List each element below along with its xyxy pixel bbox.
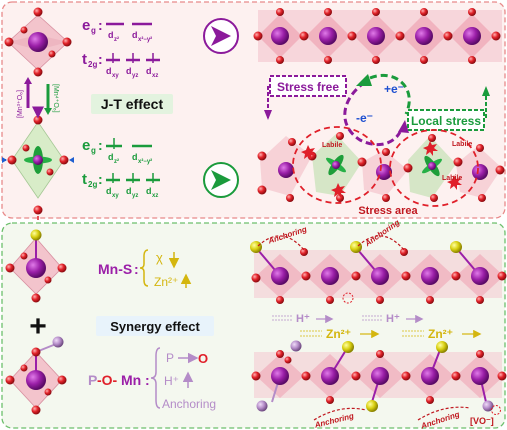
t2g-label: t bbox=[82, 51, 87, 68]
chevron-right-icon-purple bbox=[203, 18, 239, 54]
orbital-dxy: d bbox=[106, 66, 112, 76]
mn-s-octahedron bbox=[5, 229, 67, 303]
mn4-o6-label: [Mn⁴⁺O₆] bbox=[52, 84, 59, 113]
orbital-dyz: d bbox=[126, 66, 132, 76]
jt-effect-label: J-T effect bbox=[101, 96, 164, 112]
orbital-dxy-sub-mn3: xy bbox=[112, 193, 119, 199]
chevron-right-icon-green bbox=[203, 162, 239, 198]
orbital-dz2-sub-mn3: z² bbox=[114, 158, 119, 165]
local-stress-label: Local stress bbox=[411, 114, 481, 128]
h-plus-flow-1: H⁺ bbox=[296, 313, 310, 325]
cycle-diagram: Stress free Local stress +e⁻ -e⁻ bbox=[264, 73, 490, 146]
stress-free-label: Stress free bbox=[277, 80, 339, 94]
lattice-local-stress: Labile Labile Labile Stress area bbox=[257, 126, 505, 217]
labile-label-2: Labile bbox=[452, 141, 472, 148]
orbital-dxy-sub: xy bbox=[112, 73, 119, 79]
orbital-dx2y2-sub: x²−y² bbox=[138, 36, 152, 43]
orbital-dyz-sub-mn3: yz bbox=[132, 193, 138, 199]
p-o-mn-o: -O- bbox=[97, 372, 118, 388]
orbital-dxz: d bbox=[146, 66, 152, 76]
orbital-diagram-mn4: e g : d z² d x²−y² t 2g : d xy d yz d xz bbox=[82, 17, 160, 79]
p-o-mn-octahedron bbox=[5, 336, 67, 415]
eg-colon: : bbox=[98, 17, 103, 33]
chi-label: χ bbox=[156, 250, 163, 265]
eg-colon-mn3: : bbox=[98, 137, 103, 153]
synergy-badge bbox=[96, 316, 214, 336]
stress-free-box bbox=[269, 75, 347, 97]
orbital-dx2y2-sub-mn3: x²−y² bbox=[138, 158, 152, 165]
orbital-diagram-mn3: e g : d z² d x²−y² t 2g : d xy d yz d xz bbox=[82, 137, 160, 199]
orbital-dyz-mn3: d bbox=[126, 186, 132, 196]
t2g-label-mn3: t bbox=[82, 171, 87, 188]
o-target-label: O bbox=[198, 351, 208, 366]
plus-sign: + bbox=[29, 310, 47, 343]
p-o-mn-mn: Mn bbox=[121, 372, 141, 388]
orbital-dz2-sub: z² bbox=[114, 36, 119, 43]
zn-flow-1: Zn²⁺ bbox=[326, 327, 351, 341]
orbital-dz2-mn3: d bbox=[108, 152, 114, 162]
strain-arrows bbox=[2, 106, 74, 220]
orbital-dyz-sub: yz bbox=[132, 73, 138, 79]
orbital-dxz-sub-mn3: xz bbox=[152, 193, 158, 199]
orbital-dx2y2-mn3: d bbox=[132, 152, 138, 162]
stress-area-label: Stress area bbox=[358, 205, 418, 217]
h-plus-flow-2: H⁺ bbox=[386, 313, 400, 325]
vacancy-marker bbox=[491, 405, 501, 415]
lattice-stress-free bbox=[253, 8, 502, 64]
p-o-mn-colon: : bbox=[145, 372, 150, 388]
orbital-dxz-sub: xz bbox=[152, 73, 158, 79]
h-plus-label: H⁺ bbox=[164, 374, 179, 388]
orbital-dx2y2: d bbox=[132, 30, 138, 40]
p-o-mn-brace bbox=[150, 347, 161, 409]
jt-effect-badge bbox=[91, 94, 173, 114]
t2g-colon-mn3: : bbox=[98, 171, 103, 187]
orbital-dxy-mn3: d bbox=[106, 186, 112, 196]
p-o-mn-p: P bbox=[88, 372, 97, 388]
t2g-colon: : bbox=[98, 51, 103, 67]
eg-label-mn3: e bbox=[82, 137, 90, 154]
vacancy-label: [VO⁻] bbox=[470, 416, 494, 426]
orbital-dz2: d bbox=[108, 30, 114, 40]
zn-flow-2: Zn²⁺ bbox=[428, 327, 453, 341]
labile-label-3: Labile bbox=[442, 175, 462, 182]
eg-sub: g bbox=[91, 26, 96, 35]
mn-s-brace bbox=[139, 249, 149, 287]
bond-length-indicator bbox=[24, 77, 52, 115]
octahedron-mn4 bbox=[4, 7, 72, 77]
plus-electron-label: +e⁻ bbox=[384, 82, 404, 96]
minus-electron-label: -e⁻ bbox=[356, 111, 373, 125]
lattice-synergy-top bbox=[250, 241, 507, 304]
octahedron-mn3 bbox=[7, 115, 69, 215]
t2g-sub-mn3: 2g bbox=[88, 180, 97, 189]
mn3-o6-label: [Mn³⁺O₆] bbox=[17, 90, 24, 118]
t2g-sub: 2g bbox=[88, 60, 97, 69]
orbital-dxz-mn3: d bbox=[146, 186, 152, 196]
mn-s-label: Mn-S bbox=[98, 261, 132, 277]
mn-s-colon: : bbox=[134, 261, 139, 277]
eg-sub-mn3: g bbox=[91, 146, 96, 155]
labile-label-1: Labile bbox=[322, 142, 342, 149]
eg-label: e bbox=[82, 17, 90, 34]
local-stress-box bbox=[407, 109, 485, 131]
p-arrow-label: P bbox=[166, 351, 174, 365]
ion-flow: H⁺ H⁺ Zn²⁺ Zn²⁺ bbox=[272, 313, 482, 341]
anchoring-label-left: Anchoring bbox=[162, 397, 216, 411]
lattice-synergy-bottom bbox=[251, 340, 507, 412]
zn-label: Zn²⁺ bbox=[154, 275, 178, 289]
synergy-label: Synergy effect bbox=[110, 319, 200, 334]
